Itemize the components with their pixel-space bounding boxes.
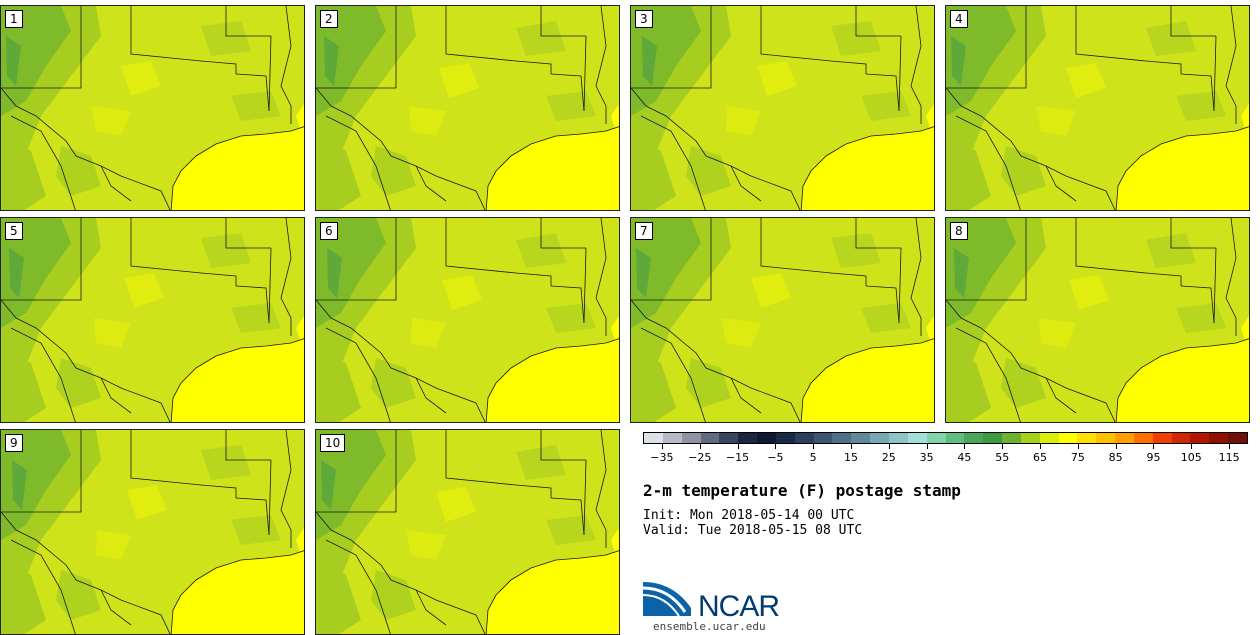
member-map-1[interactable]: 1	[0, 5, 305, 211]
colorbar-segment	[870, 433, 889, 443]
colorbar-segment	[1077, 433, 1097, 443]
colorbar-segment	[945, 433, 965, 443]
colorbar-tick-label: 45	[957, 451, 972, 464]
colorbar-tick-label: 15	[843, 451, 858, 464]
member-label: 8	[950, 222, 968, 240]
init-time: Init: Mon 2018-05-14 00 UTC	[643, 508, 855, 523]
colorbar-tick-label: −15	[725, 451, 750, 464]
chart-title: 2-m temperature (F) postage stamp	[643, 481, 961, 500]
colorbar-segment	[1133, 433, 1153, 443]
member-label: 5	[5, 222, 23, 240]
colorbar-tick	[850, 444, 852, 449]
colorbar-segment	[888, 433, 908, 443]
colorbar-tick-label: 55	[995, 451, 1010, 464]
member-map-4[interactable]: 4	[945, 5, 1250, 211]
colorbar-segment	[757, 433, 776, 443]
colorbar-segment	[1190, 433, 1210, 443]
colorbar-tick	[1115, 444, 1117, 449]
member-label: 1	[5, 10, 23, 28]
colorbar-tick-label: −25	[688, 451, 712, 464]
colorbar-segment	[1039, 433, 1059, 443]
member-map-3[interactable]: 3	[630, 5, 935, 211]
colorbar-tick	[661, 444, 663, 449]
colorbar-segment	[1096, 433, 1116, 443]
member-map-5[interactable]: 5	[0, 217, 305, 423]
colorbar-segment	[964, 433, 984, 443]
valid-time: Valid: Tue 2018-05-15 08 UTC	[643, 523, 863, 538]
member-map-6[interactable]: 6	[315, 217, 620, 423]
colorbar-segment	[1171, 433, 1191, 443]
colorbar-tick-label: 105	[1180, 451, 1202, 464]
colorbar-segment	[926, 433, 946, 443]
colorbar-tick-label: 65	[1033, 451, 1048, 464]
colorbar-segment	[1115, 433, 1134, 443]
member-map-9[interactable]: 9	[0, 429, 305, 635]
colorbar-tick-label: 115	[1218, 451, 1240, 464]
colorbar-segment	[700, 433, 720, 443]
colorbar-segment	[1152, 433, 1172, 443]
member-label: 9	[5, 434, 23, 452]
colorbar-tick	[1191, 444, 1193, 449]
colorbar-segment	[1209, 433, 1229, 443]
temperature-colorbar	[643, 432, 1248, 444]
colorbar-tick	[1153, 444, 1155, 449]
member-label: 6	[320, 222, 338, 240]
colorbar-tick	[1002, 444, 1004, 449]
colorbar-segment	[983, 433, 1003, 443]
member-label: 3	[635, 10, 653, 28]
colorbar-segment	[907, 433, 927, 443]
member-label: 7	[635, 222, 653, 240]
colorbar-tick-label: 5	[809, 451, 817, 464]
colorbar-tick	[888, 444, 890, 449]
colorbar-tick-label: 75	[1070, 451, 1085, 464]
member-map-8[interactable]: 8	[945, 217, 1250, 423]
colorbar-segment	[775, 433, 795, 443]
colorbar-segment	[813, 433, 833, 443]
colorbar-tick	[1077, 444, 1079, 449]
colorbar-segment	[832, 433, 852, 443]
colorbar-tick	[926, 444, 928, 449]
colorbar-tick	[1040, 444, 1042, 449]
member-label: 10	[320, 434, 346, 452]
colorbar-segment	[1058, 433, 1078, 443]
member-map-2[interactable]: 2	[315, 5, 620, 211]
colorbar-tick-label: 35	[919, 451, 934, 464]
colorbar-segment	[794, 433, 814, 443]
colorbar-tick	[813, 444, 815, 449]
colorbar-tick	[964, 444, 966, 449]
member-map-7[interactable]: 7	[630, 217, 935, 423]
colorbar-segment	[1020, 433, 1040, 443]
colorbar-segment	[738, 433, 758, 443]
ncar-url: ensemble.ucar.edu	[653, 620, 766, 633]
member-map-10[interactable]: 10	[315, 429, 620, 635]
member-label: 4	[950, 10, 968, 28]
colorbar-tick	[699, 444, 701, 449]
colorbar-segment	[1002, 433, 1021, 443]
colorbar-tick	[1229, 444, 1231, 449]
colorbar-segment	[681, 433, 701, 443]
colorbar-ticks: −35 −25 −15 −5 5 15 25 35 45 55 65 75 85 95 105 115	[643, 444, 1248, 466]
colorbar-segment	[644, 433, 663, 443]
colorbar-segment	[719, 433, 739, 443]
colorbar-segment	[1228, 433, 1247, 443]
colorbar-tick-label: 85	[1108, 451, 1123, 464]
colorbar-tick-label: −35	[650, 451, 674, 464]
colorbar-tick-label: 95	[1146, 451, 1161, 464]
colorbar-segment	[662, 433, 682, 443]
colorbar-segment	[851, 433, 871, 443]
member-label: 2	[320, 10, 338, 28]
colorbar-tick-label: −5	[767, 451, 784, 464]
colorbar-tick-label: 25	[881, 451, 896, 464]
ncar-logo-icon	[643, 582, 691, 617]
colorbar-tick	[737, 444, 739, 449]
colorbar-tick	[775, 444, 777, 449]
ncar-logo-text: NCAR	[698, 590, 780, 623]
